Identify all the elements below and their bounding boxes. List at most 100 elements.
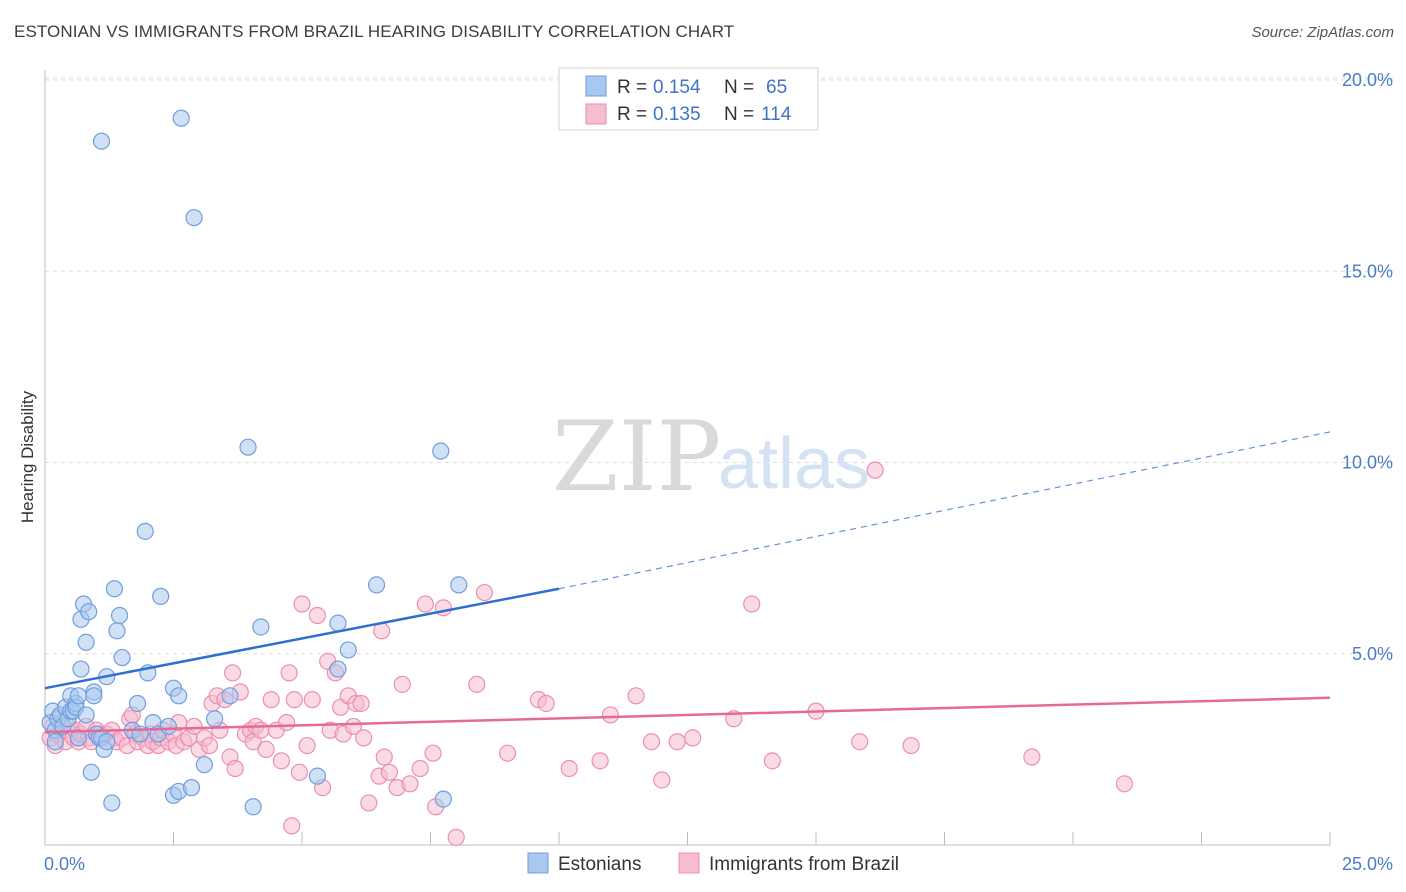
data-point-estonian [185,209,203,227]
data-point-brazil [401,775,419,793]
bottom-legend-swatch-estonians [527,852,549,874]
data-point-brazil [283,817,301,835]
data-point-brazil [257,740,275,758]
data-point-brazil [416,595,434,613]
data-point-brazil [902,736,920,755]
data-point-estonian [136,522,154,540]
bottom-legend-label-brazil: Immigrants from Brazil [709,854,899,875]
series-legend: Estonians Immigrants from Brazil [527,852,899,875]
data-point-estonian [252,618,270,636]
data-point-brazil [866,461,884,479]
data-point-estonian [105,580,123,598]
data-point-brazil [280,664,298,682]
data-point-estonian [170,687,188,705]
data-point-brazil [224,664,242,682]
watermark-zip: ZIP [552,401,721,513]
correlation-legend: R = 0.154 N = 65 R = 0.135 N = 114 [558,67,819,131]
data-point-estonian [77,633,95,651]
data-point-brazil [375,748,393,766]
data-point-estonian [128,694,147,713]
data-point-estonian [159,717,177,736]
data-point-brazil [591,752,609,770]
data-point-estonian [46,733,64,751]
data-point-brazil [1115,775,1134,793]
gridlines [45,77,1393,655]
data-point-estonian [103,794,121,812]
data-point-estonian [221,687,239,705]
data-point-brazil [285,691,303,709]
data-point-estonian [152,587,170,605]
data-point-estonian [98,733,116,751]
data-point-brazil [627,687,645,705]
data-point-estonian [172,109,190,127]
y-tick-label: 15.0% [1342,261,1393,281]
data-point-brazil [537,694,555,713]
data-point-brazil [290,763,309,781]
data-point-estonian [206,710,224,728]
chart-title: ESTONIAN VS IMMIGRANTS FROM BRAZIL HEARI… [14,22,735,41]
data-point-brazil [277,713,296,732]
chart-source: Source: ZipAtlas.com [1251,24,1394,41]
legend-n-label-brazil: N = [724,104,754,125]
data-point-estonian [450,576,468,594]
data-point-brazil [743,595,761,613]
data-point-estonian [367,576,386,594]
x-axis-ticks [44,832,1331,845]
data-point-brazil [424,744,442,762]
data-point-estonian [85,687,103,705]
data-point-estonian [329,614,347,632]
legend-n-value-brazil: 114 [761,104,792,125]
legend-n-value-estonians: 65 [766,77,787,98]
data-point-brazil [272,752,291,770]
data-point-estonian [80,603,98,621]
legend-r-label-estonians: R = [617,77,647,98]
data-point-estonian [69,729,88,747]
legend-n-label-estonians: N = [724,77,754,98]
data-point-brazil [601,706,620,724]
data-point-brazil [763,752,781,770]
bottom-legend-label-estonians: Estonians [558,854,641,875]
y-tick-label: 5.0% [1352,644,1393,664]
data-point-brazil [200,736,219,755]
data-point-estonian [108,622,126,640]
data-point-brazil [560,759,578,778]
data-point-brazil [308,606,327,625]
legend-swatch-estonians [585,75,607,97]
trend-line-estonians [44,587,560,690]
data-point-brazil [475,583,494,602]
data-point-brazil [298,736,316,755]
legend-r-value-brazil: 0.135 [653,104,701,125]
data-point-brazil [262,691,280,709]
data-point-estonian [110,606,129,625]
data-point-brazil [355,729,373,747]
data-point-brazil [185,717,203,736]
data-point-brazil [668,733,686,751]
data-point-estonian [239,438,257,456]
data-point-estonian [82,763,100,781]
data-point-brazil [360,794,378,812]
data-point-estonian [113,648,131,667]
data-point-estonian [69,687,88,705]
y-axis-title: Hearing Disability [18,390,37,523]
data-point-brazil [252,721,270,739]
data-point-estonian [244,798,262,816]
data-point-brazil [411,759,429,778]
data-point-brazil [499,744,517,762]
x-tick-label-max: 25.0% [1342,854,1393,874]
data-point-brazil [303,691,321,709]
data-point-brazil [293,595,311,613]
data-point-estonian [339,641,357,659]
data-point-brazil [226,759,244,778]
legend-r-label-brazil: R = [617,104,647,125]
data-point-brazil [653,771,671,789]
data-point-brazil [1023,748,1041,766]
data-point-brazil [684,729,702,747]
legend-r-value-estonians: 0.154 [653,77,701,98]
trend-line-brazil [44,696,1331,734]
data-point-brazil [344,717,362,736]
y-tick-label: 10.0% [1342,453,1393,473]
data-point-estonian [434,790,452,808]
watermark: ZIP atlas [552,401,870,513]
watermark-atlas: atlas [718,424,870,504]
